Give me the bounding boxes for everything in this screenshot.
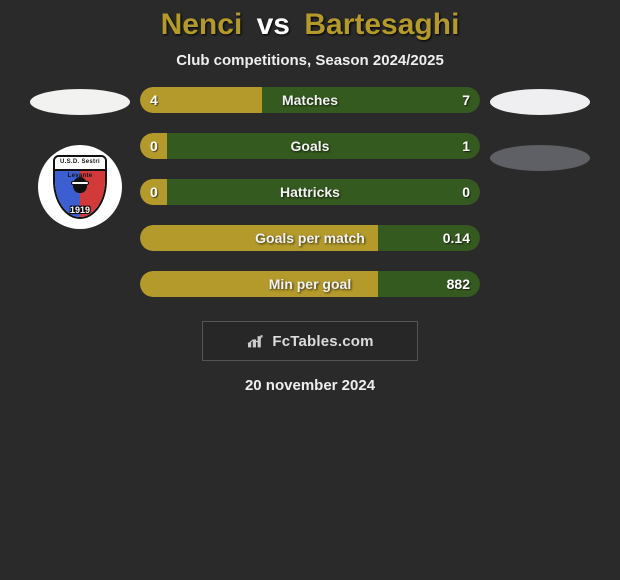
comparison-widget: Nenci vs Bartesaghi Club competitions, S…	[0, 0, 620, 394]
stat-value-left: 0	[150, 179, 158, 205]
player-left-name: Nenci	[161, 8, 243, 41]
stat-row: 01Goals	[140, 133, 480, 159]
bar-left-segment	[140, 271, 378, 297]
chart-icon	[246, 333, 266, 349]
stat-value-right: 882	[447, 271, 470, 297]
watermark-text: FcTables.com	[272, 333, 373, 350]
stat-value-left: 0	[150, 133, 158, 159]
watermark: FcTables.com	[202, 321, 418, 361]
stat-row: 882Min per goal	[140, 271, 480, 297]
player-right-name: Bartesaghi	[304, 8, 459, 41]
left-column: U.S.D. Sestri Levante 1919	[30, 87, 130, 229]
club-name-arc: U.S.D. Sestri Levante	[53, 155, 107, 171]
vs-label: vs	[257, 8, 290, 41]
left-player-oval	[30, 89, 130, 115]
page-title: Nenci vs Bartesaghi	[0, 8, 620, 42]
right-player-oval-2	[490, 145, 590, 171]
stat-value-right: 0.14	[443, 225, 470, 251]
bar-right-segment	[167, 179, 480, 205]
bar-right-segment	[167, 133, 480, 159]
shield-icon: U.S.D. Sestri Levante 1919	[53, 155, 107, 219]
stat-value-left: 4	[150, 87, 158, 113]
date-line: 20 november 2024	[0, 377, 620, 394]
bar-left-segment	[140, 225, 378, 251]
stat-value-right: 7	[462, 87, 470, 113]
stat-value-right: 0	[462, 179, 470, 205]
stat-row: 00Hattricks	[140, 179, 480, 205]
bar-right-segment	[262, 87, 480, 113]
stat-row: 47Matches	[140, 87, 480, 113]
right-column	[490, 87, 590, 171]
bar-left-segment	[140, 87, 262, 113]
left-club-badge: U.S.D. Sestri Levante 1919	[38, 145, 122, 229]
right-player-oval-1	[490, 89, 590, 115]
main-row: U.S.D. Sestri Levante 1919 47Matches01Go…	[0, 87, 620, 297]
club-year: 1919	[53, 205, 107, 215]
stat-bars: 47Matches01Goals00Hattricks0.14Goals per…	[140, 87, 480, 297]
stat-value-right: 1	[462, 133, 470, 159]
moor-head-icon	[70, 173, 90, 195]
stat-row: 0.14Goals per match	[140, 225, 480, 251]
subtitle: Club competitions, Season 2024/2025	[0, 52, 620, 69]
